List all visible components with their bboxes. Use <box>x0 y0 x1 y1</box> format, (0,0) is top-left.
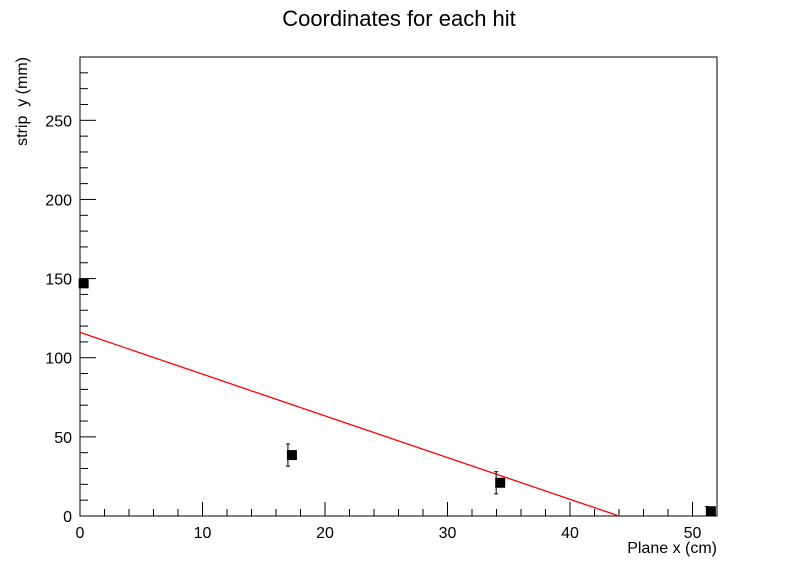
fit-line <box>79 331 620 517</box>
data-point <box>286 450 297 461</box>
data-point <box>705 506 716 517</box>
y-tick-label: 150 <box>45 272 72 289</box>
x-tick-label: 30 <box>439 525 457 542</box>
y-axis-label: strip y (mm) <box>14 57 31 146</box>
x-tick-label: 40 <box>561 525 579 542</box>
y-tick-label: 250 <box>45 113 72 130</box>
data-point <box>495 477 506 488</box>
x-axis-label: Plane x (cm) <box>627 540 717 557</box>
x-tick-label: 0 <box>76 525 85 542</box>
data-point <box>78 278 89 289</box>
y-tick-label: 100 <box>45 351 72 368</box>
y-tick-label: 50 <box>54 430 72 447</box>
x-tick-label: 50 <box>684 525 702 542</box>
x-tick-label: 20 <box>316 525 334 542</box>
y-tick-label: 200 <box>45 192 72 209</box>
x-tick-label: 10 <box>194 525 212 542</box>
chart-title: Coordinates for each hit <box>282 6 516 31</box>
plot-frame <box>79 56 718 517</box>
y-tick-label: 0 <box>63 509 72 526</box>
